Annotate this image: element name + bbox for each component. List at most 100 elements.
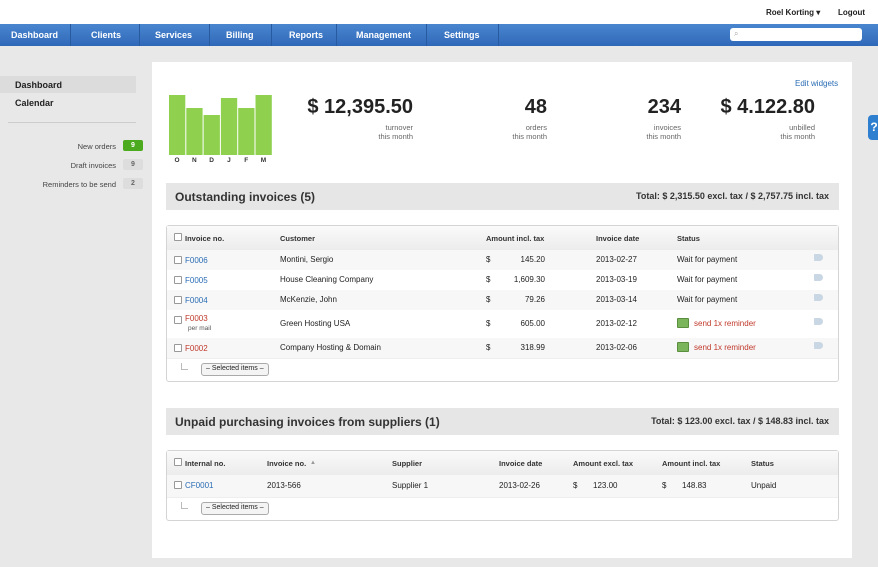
stat-label: orders xyxy=(525,123,547,132)
column-header[interactable]: Invoice date xyxy=(499,459,543,468)
nav-item[interactable]: Billing xyxy=(226,30,254,40)
checkbox[interactable] xyxy=(174,458,182,466)
status: Wait for payment xyxy=(677,295,738,304)
nav-item[interactable]: Clients xyxy=(91,30,122,40)
tag-icon[interactable] xyxy=(814,342,823,349)
currency: $ xyxy=(486,295,491,304)
search-box[interactable]: ⌕ xyxy=(730,28,862,41)
customer: McKenzie, John xyxy=(280,295,337,304)
column-header[interactable]: Status xyxy=(677,234,700,243)
status: Unpaid xyxy=(751,481,777,490)
column-header[interactable]: Amount incl. tax xyxy=(662,459,721,468)
customer: Green Hosting USA xyxy=(280,319,351,328)
checkbox[interactable] xyxy=(174,233,182,241)
checkbox[interactable] xyxy=(174,296,182,304)
nav-item[interactable]: Settings xyxy=(444,30,480,40)
nav-item[interactable]: Dashboard xyxy=(11,30,59,40)
bar xyxy=(169,95,186,155)
column-header[interactable]: Status xyxy=(751,459,774,468)
column-header[interactable]: Amount incl. tax xyxy=(486,234,545,243)
sidebar-link[interactable]: Dashboard xyxy=(15,80,63,90)
status: Wait for payment xyxy=(677,255,738,264)
edit-widgets[interactable]: Edit widgets xyxy=(795,79,839,88)
bar xyxy=(186,108,203,155)
checkbox[interactable] xyxy=(174,256,182,264)
logout[interactable]: Logout xyxy=(838,8,866,17)
stat-value: 234 xyxy=(647,96,681,118)
column-header[interactable]: Invoice no. xyxy=(267,459,307,468)
invoice-link[interactable]: F0004 xyxy=(185,296,208,305)
status[interactable]: send 1x reminder xyxy=(694,343,756,352)
nav-separator xyxy=(139,24,140,46)
status[interactable]: send 1x reminder xyxy=(694,319,756,328)
bar xyxy=(238,108,255,155)
counter-badge: 9 xyxy=(123,159,143,170)
user-menu[interactable]: Roel Korting ▾ xyxy=(766,8,821,17)
invoice-link[interactable]: F0002 xyxy=(185,344,208,353)
invoice-date: 2013-02-26 xyxy=(499,481,540,490)
chart-x-label: M xyxy=(261,157,266,164)
table-row xyxy=(167,250,838,271)
stat-value: $ 4.122.80 xyxy=(720,96,815,118)
bar xyxy=(255,95,272,155)
invoice-no: 2013-566 xyxy=(267,481,301,490)
nav-item[interactable]: Management xyxy=(356,30,412,40)
counter-badge: 2 xyxy=(123,178,143,189)
column-header[interactable]: Supplier xyxy=(392,459,423,468)
counter-label[interactable]: New orders xyxy=(77,142,116,151)
table-row xyxy=(167,475,838,498)
chart-x-label: O xyxy=(174,157,179,164)
stat-label: this month xyxy=(646,132,681,141)
invoice-date: 2013-03-19 xyxy=(596,275,637,284)
nav-item[interactable]: Reports xyxy=(289,30,324,40)
table-row xyxy=(167,338,838,359)
checkbox[interactable] xyxy=(174,344,182,352)
currency: $ xyxy=(486,319,491,328)
internal-link[interactable]: CF0001 xyxy=(185,481,214,490)
tag-icon[interactable] xyxy=(814,254,823,261)
customer: House Cleaning Company xyxy=(280,275,374,284)
counter-label[interactable]: Reminders to be send xyxy=(42,180,116,189)
stat-value: 48 xyxy=(524,96,547,118)
checkbox[interactable] xyxy=(174,316,182,324)
invoice-date: 2013-03-14 xyxy=(596,295,637,304)
column-header[interactable]: Invoice no. xyxy=(185,234,225,243)
nav-separator xyxy=(70,24,71,46)
counter-label[interactable]: Draft invoices xyxy=(70,161,116,170)
user-name[interactable]: Roel Korting xyxy=(766,8,814,17)
currency: $ xyxy=(486,255,491,264)
nav-separator xyxy=(426,24,427,46)
column-header[interactable]: Amount excl. tax xyxy=(573,459,634,468)
bulk-corner xyxy=(181,363,188,370)
invoice-link[interactable]: F0003 xyxy=(185,314,208,323)
nav-separator xyxy=(498,24,499,46)
invoice-link[interactable]: F0005 xyxy=(185,276,208,285)
bar xyxy=(220,98,238,155)
invoice-date: 2013-02-27 xyxy=(596,255,637,264)
bulk-action[interactable]: – Selected items – xyxy=(201,363,269,376)
column-header[interactable]: Customer xyxy=(280,234,316,243)
column-header[interactable]: Invoice date xyxy=(596,234,640,243)
help-tab[interactable]: ? xyxy=(868,115,878,140)
bulk-action[interactable]: – Selected items – xyxy=(201,502,269,515)
tag-icon[interactable] xyxy=(814,274,823,281)
counter-badge: 9 xyxy=(123,140,143,151)
tag-icon[interactable] xyxy=(814,318,823,325)
column-header[interactable]: Internal no. xyxy=(185,459,226,468)
table-row xyxy=(167,270,838,291)
checkbox[interactable] xyxy=(174,481,182,489)
currency: $ xyxy=(486,343,491,352)
chart-x-label: N xyxy=(192,157,197,164)
bar xyxy=(203,115,220,155)
nav-item[interactable]: Services xyxy=(155,30,193,40)
sidebar-link[interactable]: Calendar xyxy=(15,98,54,108)
customer: Montini, Sergio xyxy=(280,255,334,264)
sidebar-divider xyxy=(8,122,136,123)
invoice-link[interactable]: F0006 xyxy=(185,256,208,265)
tag-icon[interactable] xyxy=(814,294,823,301)
section-title: Outstanding invoices (5) xyxy=(175,190,316,204)
section-title: Unpaid purchasing invoices from supplier… xyxy=(175,415,440,429)
checkbox[interactable] xyxy=(174,276,182,284)
